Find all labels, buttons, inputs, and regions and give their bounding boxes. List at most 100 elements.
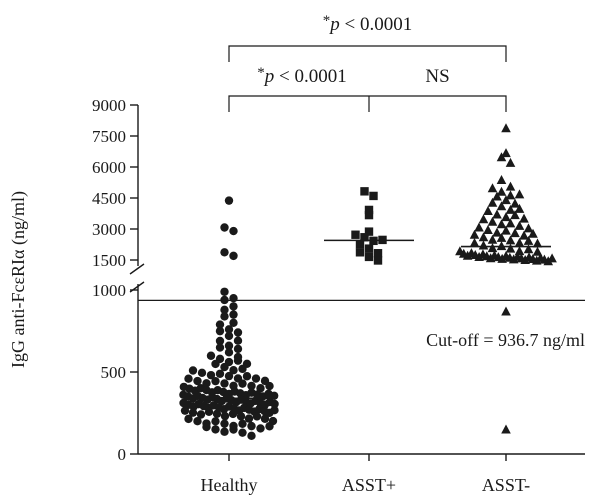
significance-label-left: *p < 0.0001	[257, 65, 346, 87]
data-point-triangle	[487, 183, 498, 193]
data-point-triangle	[532, 238, 543, 248]
data-point-triangle	[501, 148, 511, 158]
data-point-triangle	[501, 195, 511, 205]
data-point-triangle	[478, 214, 489, 224]
data-point-circle	[220, 419, 229, 428]
data-point-triangle	[510, 198, 520, 208]
data-point-circle	[206, 351, 216, 360]
data-point-circle	[215, 320, 225, 329]
data-point-triangle	[478, 240, 489, 250]
data-point-circle	[215, 336, 225, 346]
data-point-circle	[260, 414, 270, 423]
data-point-square	[364, 210, 374, 220]
data-point-circle	[238, 419, 247, 428]
data-point-circle	[244, 414, 254, 423]
data-point-triangle	[505, 157, 516, 167]
y-tick-label: 4500	[92, 189, 126, 208]
y-tick-label: 7500	[92, 127, 126, 146]
data-point-circle	[256, 424, 265, 433]
data-point-circle	[196, 410, 206, 419]
data-point-triangle	[483, 225, 493, 235]
data-point-circle	[236, 412, 246, 421]
data-point-triangle	[462, 250, 473, 260]
data-point-triangle	[505, 235, 516, 245]
data-point-circle	[220, 427, 229, 436]
data-point-circle	[229, 226, 238, 236]
data-point-circle	[180, 406, 190, 415]
data-point-square	[369, 191, 378, 201]
data-point-circle	[233, 356, 243, 365]
data-point-triangle	[474, 222, 484, 232]
data-point-triangle	[523, 223, 534, 233]
data-point-circle	[220, 248, 229, 257]
data-point-triangle	[501, 306, 511, 316]
bracket-inner	[228, 95, 507, 112]
data-point-circle	[247, 431, 256, 441]
significance-label-right: NS	[425, 66, 449, 87]
data-point-triangle	[487, 197, 498, 207]
data-point-circle	[193, 417, 202, 426]
data-point-circle	[224, 341, 234, 350]
data-point-triangle	[496, 241, 507, 251]
data-point-triangle	[487, 243, 498, 253]
bracket-outer	[228, 45, 507, 62]
data-point-triangle	[501, 225, 511, 235]
data-point-triangle	[528, 228, 538, 238]
data-point-circle	[220, 223, 229, 232]
data-point-circle	[212, 409, 222, 419]
data-point-circle	[224, 325, 234, 334]
data-point-circle	[220, 411, 230, 421]
data-point-square	[364, 205, 374, 215]
data-point-triangle	[469, 238, 480, 247]
data-point-triangle	[505, 243, 516, 253]
data-point-circle	[229, 310, 238, 319]
data-point-triangle	[514, 203, 525, 213]
data-point-circle	[204, 407, 214, 417]
x-tick-label: ASST+	[342, 475, 396, 495]
data-point-circle	[188, 366, 198, 375]
data-point-circle	[229, 294, 238, 303]
data-point-square	[364, 252, 374, 262]
cutoff-label: Cut-off = 936.7 ng/ml	[426, 330, 585, 350]
p-threshold-text: < 0.0001	[340, 14, 412, 35]
data-point-triangle	[496, 174, 507, 184]
data-point-triangle	[547, 253, 557, 263]
significance-layer	[228, 45, 507, 112]
data-point-triangle	[487, 234, 498, 244]
data-point-square	[364, 227, 374, 236]
data-point-circle	[184, 414, 193, 424]
data-point-circle	[220, 305, 229, 315]
data-point-triangle	[514, 220, 525, 230]
y-tick-label: 0	[118, 445, 127, 464]
data-point-circle	[220, 362, 229, 372]
data-point-triangle	[519, 213, 529, 223]
data-point-circle	[229, 251, 238, 261]
data-point-circle	[202, 379, 211, 388]
data-point-circle	[224, 348, 234, 357]
y-tick-label: 1000	[92, 281, 126, 300]
data-point-triangle	[510, 228, 520, 238]
data-point-triangle	[496, 219, 507, 229]
x-tick-label: Healthy	[201, 475, 258, 495]
data-point-circle	[229, 302, 238, 311]
data-point-triangle	[514, 246, 525, 256]
data-point-circle	[224, 331, 234, 341]
data-point-circle	[238, 428, 247, 437]
y-tick-label: 3000	[92, 220, 126, 239]
data-point-circle	[252, 412, 262, 421]
data-point-triangle	[492, 227, 502, 237]
data-point-circle	[215, 326, 225, 336]
data-point-triangle	[496, 201, 507, 211]
data-point-circle	[188, 408, 198, 417]
data-point-circle	[215, 343, 225, 352]
data-point-circle	[211, 376, 220, 386]
data-point-circle	[270, 399, 279, 409]
data-point-circle	[220, 379, 229, 388]
data-point-circle	[202, 422, 211, 432]
y-axis-title: IgG anti-FcεRIα (ng/ml)	[8, 191, 29, 368]
data-point-circle	[215, 369, 225, 378]
data-point-triangle	[496, 152, 507, 162]
data-point-square	[373, 256, 383, 265]
